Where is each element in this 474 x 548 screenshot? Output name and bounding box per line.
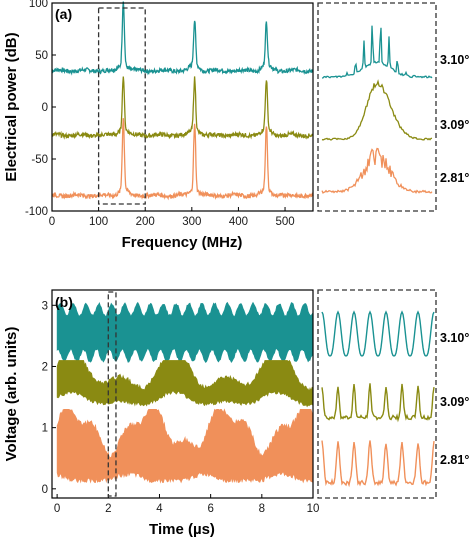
x-axis-label-b: Time (µs) [149, 521, 215, 538]
x-tick-label-b-3: 6 [207, 503, 213, 515]
inset-b-label-3: 2.81° [440, 453, 469, 467]
x-tick-label-b-2: 4 [156, 503, 163, 515]
panel-label-a: (a) [55, 6, 72, 22]
y-axis-label-a: Electrical power (dB) [3, 32, 20, 181]
inset-a-line-0 [321, 25, 433, 79]
inset-a-label-3: 2.81° [440, 171, 469, 185]
y-tick-label-b-2: 2 [42, 361, 48, 373]
plot-frame-a [51, 2, 314, 212]
zoom-box-b [107, 291, 117, 497]
x-tick-label-a-1: 100 [89, 216, 108, 228]
series-band-b-2 [56, 408, 314, 484]
inset-b-line-0 [321, 310, 435, 357]
inset-box-a [317, 2, 437, 212]
x-tick-label-a-3: 300 [182, 216, 201, 228]
y-tick-label-b-1: 1 [42, 423, 48, 435]
x-axis-label-a: Frequency (MHz) [122, 234, 243, 251]
panel-b: 0 2 4 6 8 10 0 1 2 3 [42, 291, 320, 515]
inset-b-label-1: 3.10° [440, 331, 469, 345]
x-tick-label-a-5: 500 [275, 216, 294, 228]
series-band-b-0 [56, 301, 314, 364]
y-tick-label-a-3: 50 [35, 50, 48, 62]
y-tick-label-a-0: -100 [25, 206, 48, 218]
inset-a-line-1 [321, 79, 433, 141]
insets [321, 25, 435, 488]
series-line-a-0 [51, 1, 314, 76]
y-tick-label-a-1: -50 [31, 154, 48, 166]
plot-frame-b [51, 289, 314, 499]
series-line-a-2 [51, 118, 314, 201]
inset-box-b [317, 289, 437, 499]
x-tick-label-b-0: 0 [54, 503, 60, 515]
x-tick-label-a-4: 400 [229, 216, 248, 228]
series-line-a-1 [51, 76, 314, 140]
inset-b-line-2 [321, 440, 435, 488]
y-tick-label-b-0: 0 [42, 484, 48, 496]
panel-a: 0 100 200 300 400 500 -100 -50 0 50 100 [25, 0, 314, 228]
inset-a-label-2: 3.09° [440, 118, 469, 132]
y-tick-label-a-4: 100 [29, 0, 48, 10]
x-tick-label-b-4: 8 [259, 503, 265, 515]
inset-a-line-2 [321, 147, 433, 195]
x-tick-label-b-5: 10 [307, 503, 320, 515]
x-tick-label-a-2: 200 [136, 216, 155, 228]
x-tick-label-a-0: 0 [49, 216, 55, 228]
x-tick-label-b-1: 2 [105, 503, 111, 515]
zoom-box-a [97, 7, 146, 205]
inset-b-label-2: 3.09° [440, 395, 469, 409]
panel-label-b: (b) [55, 294, 73, 310]
series-band-b-1 [56, 359, 314, 408]
inset-b-line-1 [321, 383, 435, 423]
y-tick-label-b-3: 3 [42, 300, 48, 312]
y-axis-label-b: Voltage (arb. units) [3, 327, 20, 462]
inset-a-label-1: 3.10° [440, 53, 469, 67]
y-tick-label-a-2: 0 [42, 102, 48, 114]
